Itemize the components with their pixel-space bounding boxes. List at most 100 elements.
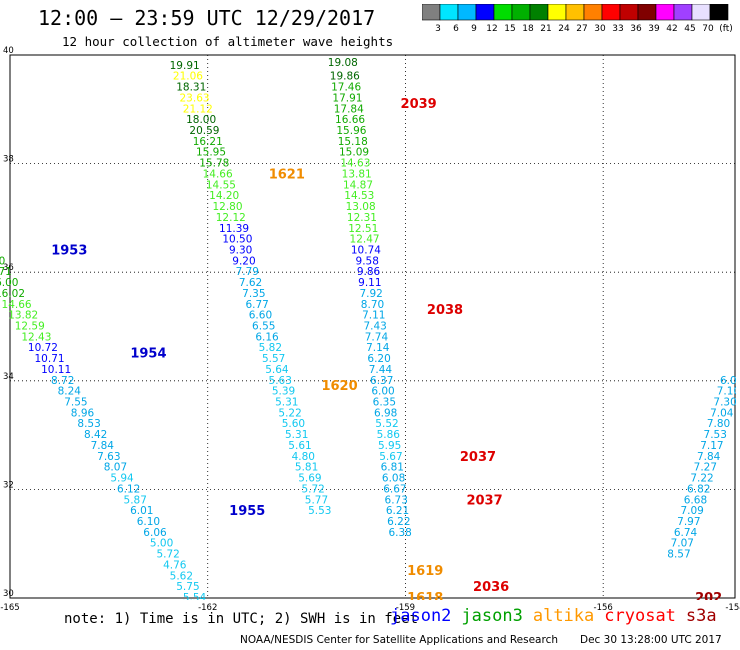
wave-height-point: 6.74 [674,527,698,539]
wave-height-point: 16.00 [0,277,18,289]
time-label: 1621 [269,167,305,182]
time-label: 1955 [229,504,265,519]
wave-height-point: 14.66 [203,168,233,180]
wave-height-point: 10.71 [35,353,65,365]
wave-height-point: 5.94 [110,473,134,485]
time-label: 2038 [427,303,463,318]
colorbar-label: 42 [666,24,677,34]
colorbar-label: 39 [648,24,660,34]
x-tick-label: -159 [396,603,415,613]
wave-height-point: 6.35 [373,397,396,409]
wave-height-point: 6.60 [249,310,272,322]
wave-height-point: 8.72 [51,375,74,387]
plot-frame [9,54,736,599]
legend-item-cryosat: cryosat [604,606,676,626]
wave-height-point: 15.71 [0,266,12,278]
colorbar-swatch [709,4,729,21]
colorbar-label: 36 [630,24,642,34]
wave-height-point: 7.11 [362,310,385,322]
wave-height-point: 5.52 [375,418,398,430]
y-tick-label: 32 [3,480,14,490]
wave-height-point: 6.67 [383,483,406,495]
wave-height-point: 20.59 [189,125,219,137]
time-label: 2037 [460,450,496,465]
wave-height-point: 7.09 [680,505,703,517]
time-label: 202 [695,591,722,606]
wave-height-point: 13.82 [8,310,38,322]
wave-height-point: 8.53 [77,418,100,430]
wave-height-point: 7.84 [697,451,721,463]
wave-height-point: 8.07 [104,462,127,474]
wave-height-point: 6.00 [720,375,740,387]
wave-height-point: 12.80 [212,201,242,213]
wave-height-point: 5.75 [176,581,199,593]
wave-height-point: 9.58 [356,255,379,267]
x-tick-label: -156 [594,603,613,613]
wave-height-point: 5.86 [377,429,401,441]
legend-item-s3a: s3a [685,606,717,626]
wave-height-point: 5.72 [156,549,179,561]
wave-height-point: 6.06 [143,527,167,539]
wave-height-point: 12.51 [348,223,378,235]
time-label: 2039 [401,97,437,112]
wave-height-point: 7.44 [369,364,393,376]
time-label: 1620 [321,379,357,394]
chart-title: 12:00 – 23:59 UTC 12/29/2017 [38,6,376,30]
wave-height-point: 7.92 [359,288,382,300]
y-tick-label: 34 [3,372,14,382]
wave-height-point: 9.86 [357,266,381,278]
wave-height-point: 14.87 [343,179,373,191]
x-tick-label: -154 [725,603,740,613]
wave-height-point: 15.96 [336,125,366,137]
wave-height-point: 5.60 [282,418,305,430]
wave-height-point: 12.59 [15,321,45,333]
wave-height-point: 7.22 [690,473,713,485]
wave-height-point: 5.53 [308,505,331,517]
wave-height-point: 8.70 [361,299,384,311]
wave-height-point: 5.95 [378,440,401,452]
colorbar-label: 9 [471,24,477,34]
wave-height-point: 10.72 [28,342,58,354]
colorbar-label: 27 [576,24,587,34]
wave-height-point: 7.97 [677,516,700,528]
wave-height-point: 9.20 [232,255,255,267]
wave-height-point: 7.55 [64,397,87,409]
wave-height-point: 7.43 [363,321,386,333]
wave-height-point: 6.22 [387,516,410,528]
wave-height-point: 6.81 [381,462,404,474]
wave-height-point: 12.43 [21,331,51,343]
colorbar-label: 18 [522,24,534,34]
wave-height-point: 16.02 [0,288,25,300]
wave-height-point: 6.55 [252,321,275,333]
wave-height-point: 8.57 [667,549,690,561]
wave-height-point: 14.20 [209,190,239,202]
time-label: 1953 [51,243,87,258]
wave-height-point: 5.82 [259,342,282,354]
wave-height-point: 5.61 [288,440,311,452]
time-label: 1619 [407,564,443,579]
wave-height-point: 7.14 [366,342,390,354]
footer-credit: NOAA/NESDIS Center for Satellite Applica… [240,634,558,646]
colorbar-label: 21 [540,24,551,34]
wave-height-point: 12.12 [216,212,246,224]
wave-height-point: 17.91 [332,92,362,104]
wave-height-point: 6.77 [245,299,268,311]
wave-height-point: 14.66 [2,299,32,311]
wave-height-point: 6.12 [117,483,140,495]
wave-height-point: 6.68 [684,494,707,506]
wave-height-point: 6.01 [130,505,153,517]
colorbar-label: 30 [594,24,606,34]
wave-height-point: 21.12 [183,103,213,115]
wave-height-point: 13.08 [346,201,376,213]
y-tick-label: 38 [3,155,14,165]
wave-height-point: 7.74 [365,331,389,343]
wave-height-point: 6.98 [374,407,397,419]
wave-height-point: 4.80 [292,451,315,463]
y-tick-label: 36 [3,263,14,273]
wave-height-point: 6.08 [382,473,405,485]
wave-height-point: 5.57 [262,353,285,365]
wave-height-point: 7.04 [710,407,734,419]
chart-subtitle: 12 hour collection of altimeter wave hei… [62,34,394,49]
wave-height-point: 13.81 [342,168,372,180]
